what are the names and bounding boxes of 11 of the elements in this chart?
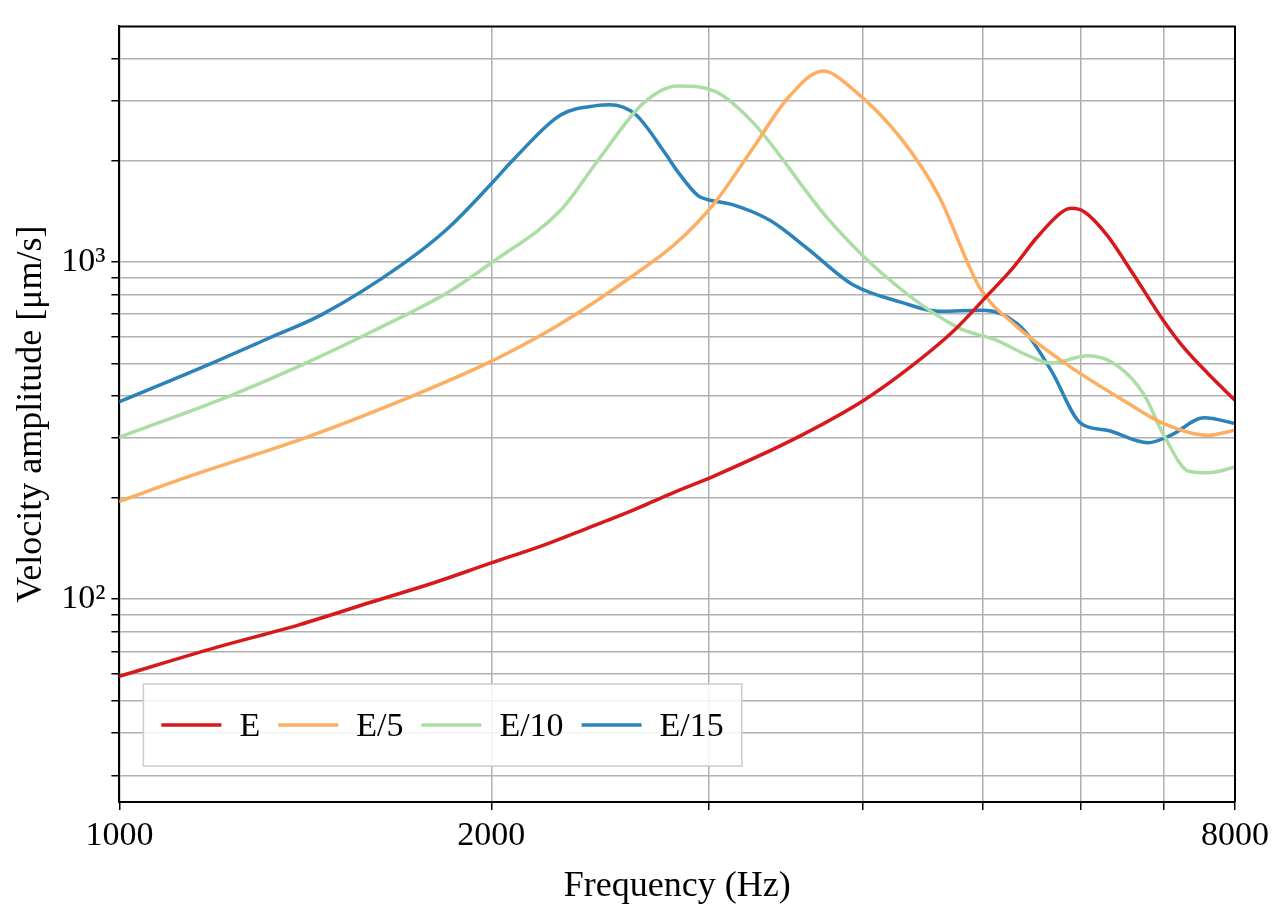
y-tick-label: 10² xyxy=(61,577,106,615)
legend-label: E xyxy=(239,705,261,743)
y-axis-title: Velocity amplitude [μm/s] xyxy=(9,225,50,603)
x-tick-label: 2000 xyxy=(457,815,526,853)
legend-label: E/10 xyxy=(499,705,564,743)
legend-label: E/5 xyxy=(356,705,404,743)
x-tick-label: 8000 xyxy=(1201,815,1269,853)
legend-label: E/15 xyxy=(659,705,724,743)
x-axis-title: Frequency (Hz) xyxy=(563,863,791,904)
y-tick-label: 10³ xyxy=(61,240,106,278)
x-tick-label: 1000 xyxy=(85,815,154,853)
